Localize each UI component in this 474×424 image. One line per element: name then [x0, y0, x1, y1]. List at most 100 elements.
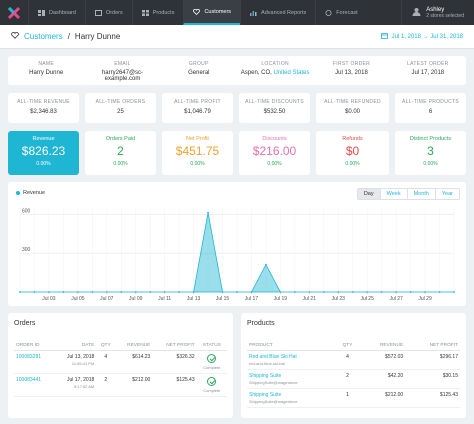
avatar-icon [412, 7, 421, 18]
col-revenue[interactable]: REVENUE [115, 341, 153, 351]
order-date-time: 11:55:41 PM [71, 361, 95, 366]
legend-label: Revenue [23, 190, 46, 196]
product-revenue: $572.03 [359, 350, 406, 370]
revenue-point [293, 291, 296, 293]
kpi-change: 0.00% [267, 161, 282, 167]
nav-customers[interactable]: Customers [183, 0, 241, 25]
product-name-link[interactable]: Shipping Suite [249, 373, 282, 379]
year-button[interactable]: Year [434, 189, 459, 199]
kpi-change: 0.00% [113, 161, 128, 167]
kpi-title: Net Profit [186, 136, 209, 142]
product-name-link[interactable]: Red and Blue Ski Hat [249, 354, 297, 360]
stat-value: 6 [428, 109, 433, 115]
revenue-point [178, 291, 181, 293]
revenue-point [453, 291, 455, 293]
col-date[interactable]: DATE [53, 341, 97, 351]
nav-advanced-reports[interactable]: Advanced Reports [240, 0, 315, 25]
stat-alltime-orders: ALL-TIME ORDERS 25 [85, 93, 156, 123]
kpi-change: 0.00% [190, 161, 205, 167]
product-name-link[interactable]: Shipping Suite [249, 392, 282, 398]
product-sku: red-and-blue-ski-hat [249, 361, 285, 366]
order-revenue: $212.00 [115, 373, 153, 397]
kpi-discounts[interactable]: Discounts $216.00 0.00% [239, 131, 310, 175]
x-tick-label: Jul 03 [42, 296, 56, 302]
products-table: PRODUCT QTY REVENUE NET PROFIT Red and B… [247, 341, 460, 408]
kpi-revenue[interactable]: Revenue $826.23 0.00% [8, 131, 79, 175]
col-revenue[interactable]: REVENUE [359, 341, 406, 351]
app-logo[interactable] [0, 0, 28, 25]
kpi-value: $826.23 [21, 144, 66, 158]
week-button[interactable]: Week [379, 189, 407, 199]
x-tick-label: Jul 09 [129, 296, 143, 302]
day-button[interactable]: Day [357, 189, 380, 199]
x-tick-label: Jul 29 [418, 296, 432, 302]
kpi-orders-paid[interactable]: Orders Paid 2 0.00% [85, 131, 156, 175]
product-sku: ShippingSuite@magentoce [249, 399, 298, 404]
stat-label: ALL-TIME REFUNDED [324, 99, 381, 105]
nav-products[interactable]: Products [131, 0, 184, 25]
revenue-point [62, 291, 65, 293]
product-qty: 1 [335, 388, 360, 408]
x-tick-label: Jul 27 [389, 296, 403, 302]
table-row[interactable]: Red and Blue Ski Hat red-and-blue-ski-hat… [247, 350, 460, 370]
page-header: Customers / Harry Dunne Jul 1, 2018 → Ju… [0, 25, 474, 49]
col-qty[interactable]: QTY [96, 341, 116, 351]
forecast-icon [325, 9, 332, 16]
col-net-profit[interactable]: NET PROFIT [152, 341, 197, 351]
info-latest-order-value: Jul 17, 2018 [411, 70, 445, 76]
order-status-label: Complete [203, 388, 221, 393]
order-date-time: 9:17:52 AM [74, 384, 95, 389]
info-location-label: LOCATION [261, 61, 289, 67]
stat-value: $2,346.83 [30, 109, 57, 115]
x-tick-label: Jul 07 [100, 296, 114, 302]
col-qty[interactable]: QTY [335, 341, 360, 351]
products-icon [141, 9, 149, 16]
table-row[interactable]: Shipping Suite ShippingSuite@magentoce 1 … [247, 388, 460, 408]
table-row[interactable]: 100083441 Jul 17, 2018 9:17:52 AM 2 $212.… [14, 373, 227, 397]
revenue-point [265, 263, 267, 266]
chart-legend[interactable]: Revenue [16, 190, 45, 196]
stat-value: $1,046.79 [184, 109, 211, 115]
kpi-distinct-products[interactable]: Distinct Products 3 0.00% [395, 131, 466, 175]
order-id-link[interactable]: 100083281 [14, 350, 54, 374]
orders-card: Orders ORDER ID DATE QTY REVENUE NET PRO… [8, 313, 233, 418]
user-menu[interactable]: Ashley 2 stores selected [401, 0, 474, 25]
product-sku: ShippingSuite@magentoce [249, 380, 298, 385]
stat-alltime-refunded: ALL-TIME REFUNDED $0.00 [316, 93, 389, 123]
nav-dashboard[interactable]: Dashboard [28, 0, 85, 25]
top-nav: Dashboard Orders Products Customers Adva… [0, 0, 474, 25]
kpi-refunds[interactable]: Refunds $0 0.00% [316, 131, 389, 175]
nav-forecast[interactable]: Forecast [315, 0, 366, 25]
revenue-point [207, 211, 209, 214]
col-status[interactable]: STATUS [196, 341, 227, 351]
info-location-value: Aspen, CO, United States [237, 70, 313, 76]
x-tick-label: Jul 25 [361, 296, 375, 302]
info-group: GROUP General [161, 56, 237, 85]
nav-products-label: Products [152, 9, 175, 16]
location-country-link[interactable]: United States [273, 70, 310, 76]
table-row[interactable]: Shipping Suite ShippingSuite@magentoce 2 … [247, 369, 460, 389]
order-id-link[interactable]: 100083441 [14, 373, 54, 397]
kpi-value: $216.00 [252, 144, 297, 158]
kpi-net-profit[interactable]: Net Profit $451.75 0.00% [162, 131, 233, 175]
revenue-chart-card: Revenue Day Week Month Year 600 300 Jul 03… [8, 182, 466, 306]
date-range-picker[interactable]: Jul 1, 2018 → Jul 31, 2018 [380, 32, 463, 41]
product-cell: Red and Blue Ski Hat red-and-blue-ski-hat [247, 350, 336, 370]
month-button[interactable]: Month [406, 189, 435, 199]
col-net-profit[interactable]: NET PROFIT [405, 341, 460, 351]
col-product[interactable]: PRODUCT [247, 341, 336, 351]
revenue-chart: 600 300 Jul 03 Jul 05 Jul 07 Jul 09 Jul 11 Jul … [19, 208, 455, 302]
col-order-id[interactable]: ORDER ID [14, 341, 54, 351]
kpi-title: Refunds [342, 136, 363, 142]
order-date-day: Jul 17, 2018 [67, 377, 95, 383]
stat-label: ALL-TIME PRODUCTS [401, 99, 460, 105]
nav-orders[interactable]: Orders [84, 0, 132, 25]
reports-icon [250, 10, 257, 16]
revenue-point [438, 291, 441, 293]
breadcrumb-customers-link[interactable]: Customers [24, 32, 63, 41]
revenue-point [322, 291, 325, 293]
check-circle-icon [207, 354, 217, 363]
nav-forecast-label: Forecast [336, 9, 358, 16]
table-row[interactable]: 100083281 Jul 13, 2018 11:55:41 PM 4 $614… [14, 350, 227, 374]
info-email: EMAIL harry2647@sc-example.com [84, 56, 160, 85]
